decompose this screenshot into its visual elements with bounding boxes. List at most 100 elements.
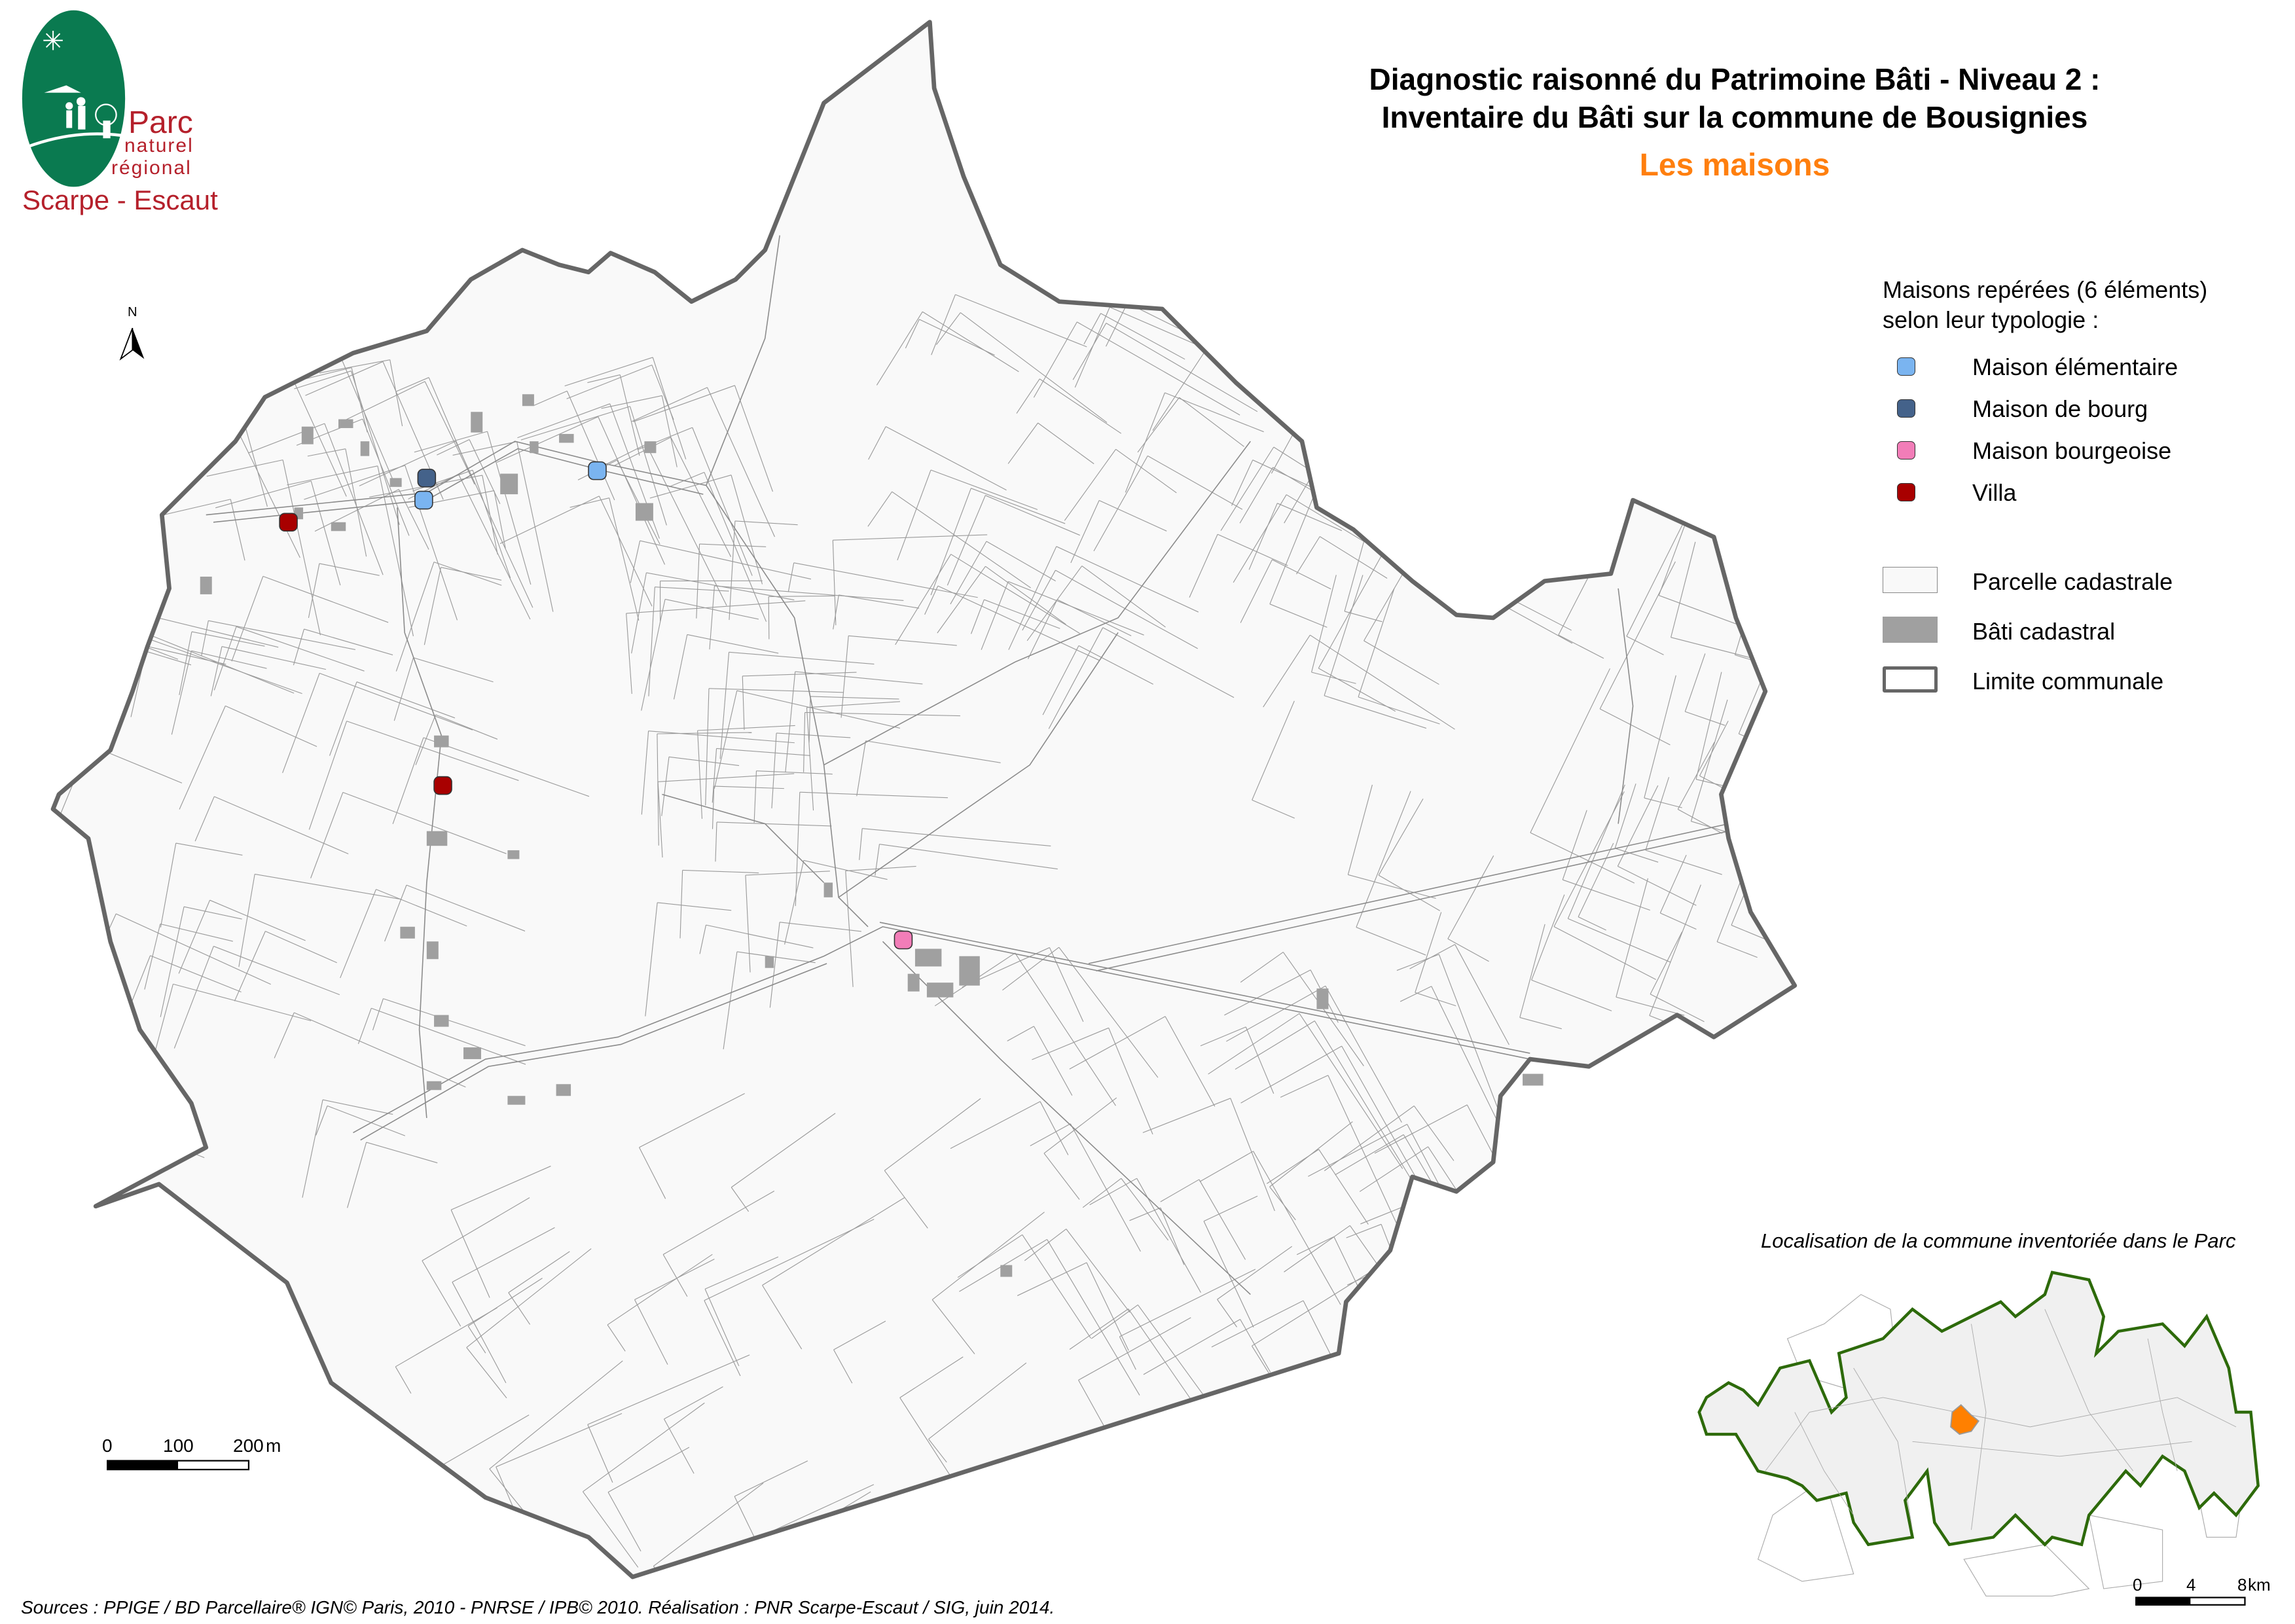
parcel-line	[639, 1092, 745, 1148]
parcel-line	[329, 681, 357, 756]
parcel-line	[351, 367, 368, 433]
parcel-line	[1082, 1178, 1122, 1208]
parcel-line	[413, 657, 494, 683]
house-marker[interactable]	[414, 490, 433, 510]
parcel-line	[422, 1197, 530, 1261]
parcel-line	[658, 773, 795, 782]
building	[507, 850, 520, 859]
locator-map	[1697, 1271, 2260, 1606]
parcel-line	[489, 1360, 623, 1470]
parcel-line	[784, 860, 804, 945]
parcel-symbol-icon	[1883, 567, 1938, 593]
parcel-line	[928, 1362, 1027, 1439]
parcel-line	[287, 465, 378, 486]
parcel-line	[699, 543, 767, 547]
parcel-line	[566, 365, 653, 399]
house-marker[interactable]	[279, 513, 298, 532]
road	[1617, 588, 1634, 824]
road	[823, 441, 1251, 766]
parcel-line	[848, 635, 957, 646]
parcel-line	[708, 688, 843, 693]
parcel-line	[1142, 1098, 1231, 1133]
parcel-line	[662, 1254, 688, 1297]
legend-heading-line1: Maisons repérées (6 éléments)	[1883, 276, 2208, 303]
parcel-line	[145, 637, 302, 695]
parcel-line	[1568, 918, 1671, 963]
parcel-line	[1553, 926, 1657, 981]
parcel-line	[293, 628, 305, 666]
parcel-line	[928, 1439, 947, 1463]
parcel-line	[787, 562, 795, 592]
parcel-line	[714, 691, 738, 789]
house-marker[interactable]	[433, 776, 452, 795]
parcel-line	[653, 1483, 764, 1567]
legend-label: Bâti cadastral	[1972, 618, 2116, 645]
parcel-line	[1671, 541, 1696, 638]
building	[434, 1015, 449, 1027]
parcel-line	[1284, 1225, 1350, 1272]
parcel-line	[362, 418, 410, 536]
parcel-line	[810, 696, 899, 700]
parcel-line	[633, 385, 735, 422]
parcel-line	[922, 311, 1019, 372]
parcel-line	[1659, 854, 1687, 914]
parcel-line	[194, 796, 215, 842]
parcel-line	[201, 621, 209, 656]
parcel-line	[1015, 952, 1116, 1106]
parcel-line	[1178, 1478, 1192, 1507]
parcel-line	[771, 732, 777, 808]
parcel-line	[533, 390, 568, 406]
parcel-line	[357, 1008, 372, 1045]
parcel-line	[1077, 321, 1240, 416]
parcel-line	[719, 652, 730, 759]
legend-item-maison-de-bourg: Maison de bourg	[1883, 395, 2275, 428]
parcel-line	[183, 906, 242, 920]
parcel-line	[1253, 1151, 1341, 1305]
building	[507, 1096, 526, 1105]
house-marker[interactable]	[894, 930, 913, 950]
parcel-line	[833, 1320, 886, 1350]
parcel-line	[734, 520, 798, 526]
parcel-line	[238, 874, 255, 967]
parcel-line	[342, 381, 425, 422]
parcel-line	[629, 406, 667, 526]
parcel-line	[664, 1386, 723, 1420]
parcel-line	[868, 426, 886, 460]
parcel-line	[231, 576, 264, 662]
parcel-line	[433, 562, 502, 586]
parcel-line	[396, 377, 429, 392]
parcel-line	[441, 567, 502, 581]
locator-scale-unit: km	[2248, 1575, 2271, 1595]
parcel-line	[310, 792, 344, 878]
parcel-line	[899, 1356, 964, 1398]
parcel-line	[704, 1300, 741, 1377]
parcel-line	[372, 998, 384, 1030]
parcel-line	[634, 1299, 668, 1365]
parcel-line	[1217, 1246, 1293, 1300]
parcel-line	[924, 585, 939, 615]
parcel-line	[1531, 894, 1565, 981]
parcel-line	[840, 636, 849, 718]
parcel-line	[657, 732, 752, 734]
parcel-line	[931, 1299, 975, 1354]
parcel-line	[1310, 634, 1455, 730]
legend-item-villa: Villa	[1883, 479, 2275, 512]
parcel-line	[314, 489, 399, 532]
parcel-line	[631, 572, 647, 654]
road	[1088, 823, 1729, 964]
parcel-line	[160, 842, 177, 928]
locator-commune-highlight	[1950, 1403, 1979, 1435]
parcel-line	[731, 475, 763, 585]
road	[213, 448, 704, 523]
parcel-line	[1745, 526, 1795, 635]
parcel-line	[206, 460, 283, 477]
parcel-line	[1699, 721, 1729, 776]
map-title-line1: Diagnostic raisonné du Patrimoine Bâti -…	[1369, 62, 2101, 96]
parcel-line	[1498, 520, 1537, 593]
house-marker[interactable]	[417, 469, 437, 488]
logo-text-scarpe-escaut: Scarpe - Escaut	[22, 185, 218, 215]
parcel-line	[756, 770, 833, 775]
house-marker[interactable]	[588, 461, 607, 480]
parcel-line	[712, 748, 717, 803]
